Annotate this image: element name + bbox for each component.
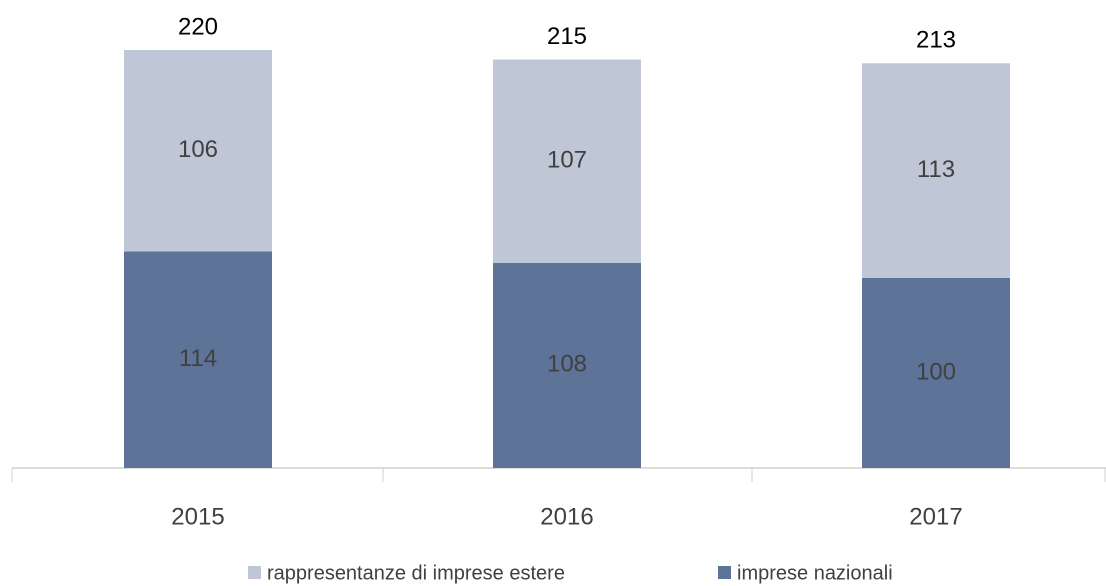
total-label: 213: [916, 27, 956, 54]
data-label: 113: [917, 156, 955, 183]
bar-segment: [124, 50, 272, 252]
legend-label: rappresentanze di imprese estere: [267, 562, 565, 584]
data-label: 100: [916, 358, 956, 385]
legend-swatch: [718, 566, 731, 579]
bar-segment: [862, 63, 1010, 278]
data-label: 108: [547, 351, 587, 378]
data-label: 106: [178, 136, 218, 163]
legend-swatch: [248, 566, 261, 579]
legend-label: imprese nazionali: [737, 562, 893, 584]
total-label: 215: [547, 23, 587, 50]
data-label: 114: [179, 345, 217, 372]
x-tick-label: 2015: [171, 503, 224, 530]
x-tick-label: 2016: [540, 503, 593, 530]
bar-segment: [493, 262, 641, 468]
total-label: 220: [178, 13, 218, 40]
x-tick-label: 2017: [909, 503, 962, 530]
data-label: 107: [547, 146, 587, 173]
bar-segment: [862, 278, 1010, 468]
bar-segment: [493, 59, 641, 263]
bar-segment: [124, 251, 272, 468]
